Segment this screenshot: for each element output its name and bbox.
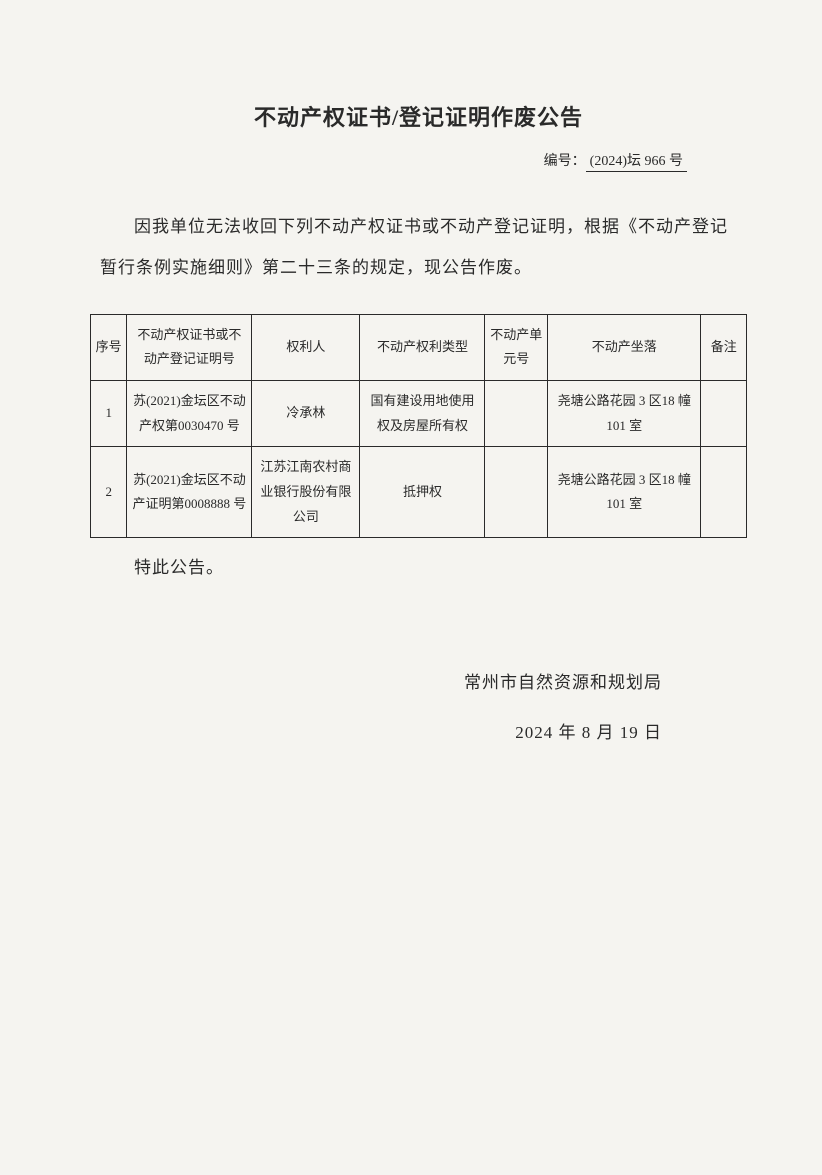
document-number-line: 编号：(2024)坛 966 号 — [90, 150, 747, 172]
cell-seq: 1 — [91, 380, 127, 446]
cell-unit — [485, 380, 548, 446]
invalidation-table: 序号 不动产权证书或不动产登记证明号 权利人 不动产权利类型 不动产单元号 不动… — [90, 314, 747, 539]
header-remark: 备注 — [701, 314, 747, 380]
closing-text: 特此公告。 — [90, 553, 747, 578]
doc-number-label: 编号： — [544, 154, 586, 169]
signature-date: 2024 年 8 月 19 日 — [90, 718, 662, 743]
header-cert: 不动产权证书或不动产登记证明号 — [127, 314, 252, 380]
signature-block: 常州市自然资源和规划局 2024 年 8 月 19 日 — [90, 668, 747, 743]
document-page: 不动产权证书/登记证明作废公告 编号：(2024)坛 966 号 因我单位无法收… — [0, 0, 822, 743]
cell-holder: 冷承林 — [252, 380, 360, 446]
body-paragraph: 因我单位无法收回下列不动产权证书或不动产登记证明，根据《不动产登记暂行条例实施细… — [90, 207, 747, 289]
header-holder: 权利人 — [252, 314, 360, 380]
cell-holder: 江苏江南农村商业银行股份有限公司 — [252, 447, 360, 538]
signature-org: 常州市自然资源和规划局 — [90, 668, 662, 693]
table-row: 2 苏(2021)金坛区不动产证明第0008888 号 江苏江南农村商业银行股份… — [91, 447, 747, 538]
table-header-row: 序号 不动产权证书或不动产登记证明号 权利人 不动产权利类型 不动产单元号 不动… — [91, 314, 747, 380]
cell-type: 抵押权 — [360, 447, 485, 538]
header-type: 不动产权利类型 — [360, 314, 485, 380]
cell-cert: 苏(2021)金坛区不动产权第0030470 号 — [127, 380, 252, 446]
cell-unit — [485, 447, 548, 538]
table-row: 1 苏(2021)金坛区不动产权第0030470 号 冷承林 国有建设用地使用权… — [91, 380, 747, 446]
header-seq: 序号 — [91, 314, 127, 380]
cell-seq: 2 — [91, 447, 127, 538]
cell-remark — [701, 447, 747, 538]
cell-loc: 尧塘公路花园 3 区18 幢 101 室 — [547, 380, 700, 446]
document-title: 不动产权证书/登记证明作废公告 — [90, 100, 747, 132]
cell-remark — [701, 380, 747, 446]
header-loc: 不动产坐落 — [547, 314, 700, 380]
cell-type: 国有建设用地使用权及房屋所有权 — [360, 380, 485, 446]
header-unit: 不动产单元号 — [485, 314, 548, 380]
cell-cert: 苏(2021)金坛区不动产证明第0008888 号 — [127, 447, 252, 538]
doc-number-value: (2024)坛 966 号 — [586, 150, 687, 172]
cell-loc: 尧塘公路花园 3 区18 幢 101 室 — [547, 447, 700, 538]
